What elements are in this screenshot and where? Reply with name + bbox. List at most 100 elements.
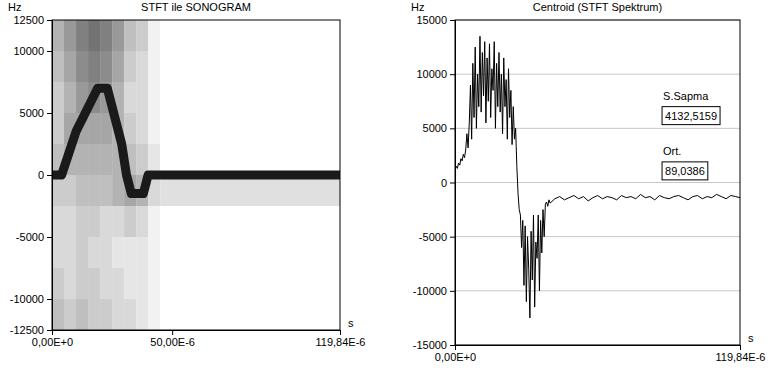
heatmap-cell bbox=[100, 51, 112, 82]
heatmap-cell bbox=[100, 237, 112, 268]
y-axis: 15000 10000 5000 0 -5000 -10000 -15000 bbox=[413, 14, 456, 351]
heatmap-cell bbox=[100, 299, 112, 330]
panel: 0,00E+050,00E-6119,84E-6125001000050000-… bbox=[8, 1, 365, 348]
y-tick: -5000 bbox=[16, 231, 52, 243]
heatmap-cell bbox=[76, 268, 88, 299]
x-tick-label: 0,00E+0 bbox=[32, 336, 73, 348]
y-tick: 10000 bbox=[13, 45, 52, 57]
heatmap-cell bbox=[148, 206, 160, 237]
heatmap-cell bbox=[160, 299, 340, 330]
heatmap-cell bbox=[52, 20, 64, 51]
annotation-background bbox=[661, 144, 683, 158]
annotation-name: S.Sapma bbox=[663, 90, 709, 102]
y-tick: 12500 bbox=[13, 14, 52, 26]
y-tick: 0 bbox=[441, 177, 455, 189]
heatmap-cell bbox=[124, 206, 136, 237]
y-tick-label: -5000 bbox=[419, 231, 447, 243]
heatmap-cell bbox=[148, 113, 160, 144]
x-tick: 119,84E-6 bbox=[716, 345, 766, 363]
grid-line bbox=[455, 290, 740, 291]
y-tick: 5000 bbox=[423, 122, 455, 134]
annotation-name: Ort. bbox=[663, 145, 681, 157]
grid bbox=[455, 20, 740, 345]
heatmap-cell bbox=[88, 175, 100, 206]
x-tick: 119,84E-6 bbox=[316, 330, 366, 348]
y-tick-label: 15000 bbox=[416, 14, 447, 26]
heatmap-cell bbox=[112, 206, 124, 237]
chart-title: STFT ile SONOGRAM bbox=[141, 1, 251, 13]
heatmap-cell bbox=[88, 144, 100, 175]
y-tick-mark bbox=[450, 345, 455, 346]
heatmap-cell bbox=[64, 51, 76, 82]
heatmap-cell bbox=[160, 51, 340, 82]
y-axis-title: Hz bbox=[411, 1, 424, 13]
x-tick-label: 119,84E-6 bbox=[716, 351, 766, 363]
y-tick-label: 5000 bbox=[20, 107, 44, 119]
y-tick-mark bbox=[47, 299, 52, 300]
plot-area bbox=[52, 20, 340, 330]
heatmap-cell bbox=[64, 237, 76, 268]
heatmap-cell bbox=[76, 175, 88, 206]
y-tick-mark bbox=[47, 175, 52, 176]
heatmap-cell bbox=[136, 51, 148, 82]
grid-line bbox=[455, 128, 740, 129]
heatmap-cell bbox=[148, 51, 160, 82]
heatmap-cell bbox=[88, 113, 100, 144]
heatmap-cell bbox=[124, 237, 136, 268]
heatmap-cell bbox=[88, 299, 100, 330]
annotation-background bbox=[661, 89, 711, 103]
heatmap-cell bbox=[76, 206, 88, 237]
heatmap-cell bbox=[112, 299, 124, 330]
x-tick-label: 119,84E-6 bbox=[316, 336, 366, 348]
heatmap-cell bbox=[76, 20, 88, 51]
heatmap-cell bbox=[88, 20, 100, 51]
y-tick-mark bbox=[450, 74, 455, 75]
annotation-value: 4132,5159 bbox=[665, 110, 717, 122]
heatmap-cell bbox=[136, 299, 148, 330]
heatmap-cell bbox=[160, 82, 340, 113]
y-tick: -15000 bbox=[413, 339, 455, 351]
heatmap-cell bbox=[64, 82, 76, 113]
heatmap-cell bbox=[52, 175, 64, 206]
y-tick-label: 10000 bbox=[416, 68, 447, 80]
x-axis-title: s bbox=[748, 332, 754, 344]
annotation-box bbox=[662, 162, 708, 180]
heatmap-cell bbox=[52, 206, 64, 237]
x-tick-mark bbox=[740, 345, 741, 350]
y-tick-label: 10000 bbox=[13, 45, 44, 57]
heatmap-cell bbox=[52, 268, 64, 299]
heatmap-cell bbox=[136, 144, 148, 175]
heatmap-cell bbox=[148, 237, 160, 268]
heatmap-cell bbox=[100, 20, 112, 51]
heatmap-cell bbox=[124, 51, 136, 82]
y-tick-label: 12500 bbox=[13, 14, 44, 26]
heatmap-cell bbox=[136, 268, 148, 299]
heatmap-cell bbox=[100, 144, 112, 175]
heatmap-cell bbox=[112, 237, 124, 268]
y-tick-mark bbox=[450, 291, 455, 292]
y-tick: -10000 bbox=[10, 293, 52, 305]
heatmap-cell bbox=[160, 20, 340, 51]
x-tick-mark bbox=[172, 330, 173, 335]
heatmap-cell bbox=[136, 82, 148, 113]
x-tick-label: 50,00E-6 bbox=[150, 336, 195, 348]
y-tick-mark bbox=[47, 20, 52, 21]
heatmap-cell bbox=[136, 237, 148, 268]
heatmap-cell bbox=[148, 20, 160, 51]
grid-line bbox=[455, 182, 740, 183]
y-tick-mark bbox=[47, 113, 52, 114]
heatmap-cell bbox=[160, 113, 340, 144]
heatmap-cell bbox=[76, 144, 88, 175]
y-tick: -12500 bbox=[10, 324, 52, 336]
heatmap-cell bbox=[124, 113, 136, 144]
y-axis-line bbox=[47, 21, 53, 331]
annotations: S.Sapma4132,5159Ort.89,0386 bbox=[661, 89, 720, 180]
heatmap-cell bbox=[124, 20, 136, 51]
heatmap-cell bbox=[76, 237, 88, 268]
grid-line bbox=[455, 74, 740, 75]
heatmap-cell bbox=[64, 206, 76, 237]
heatmap-cell bbox=[148, 144, 160, 175]
y-tick: 10000 bbox=[416, 68, 455, 80]
y-tick-label: -10000 bbox=[413, 285, 447, 297]
heatmap-cell bbox=[64, 299, 76, 330]
